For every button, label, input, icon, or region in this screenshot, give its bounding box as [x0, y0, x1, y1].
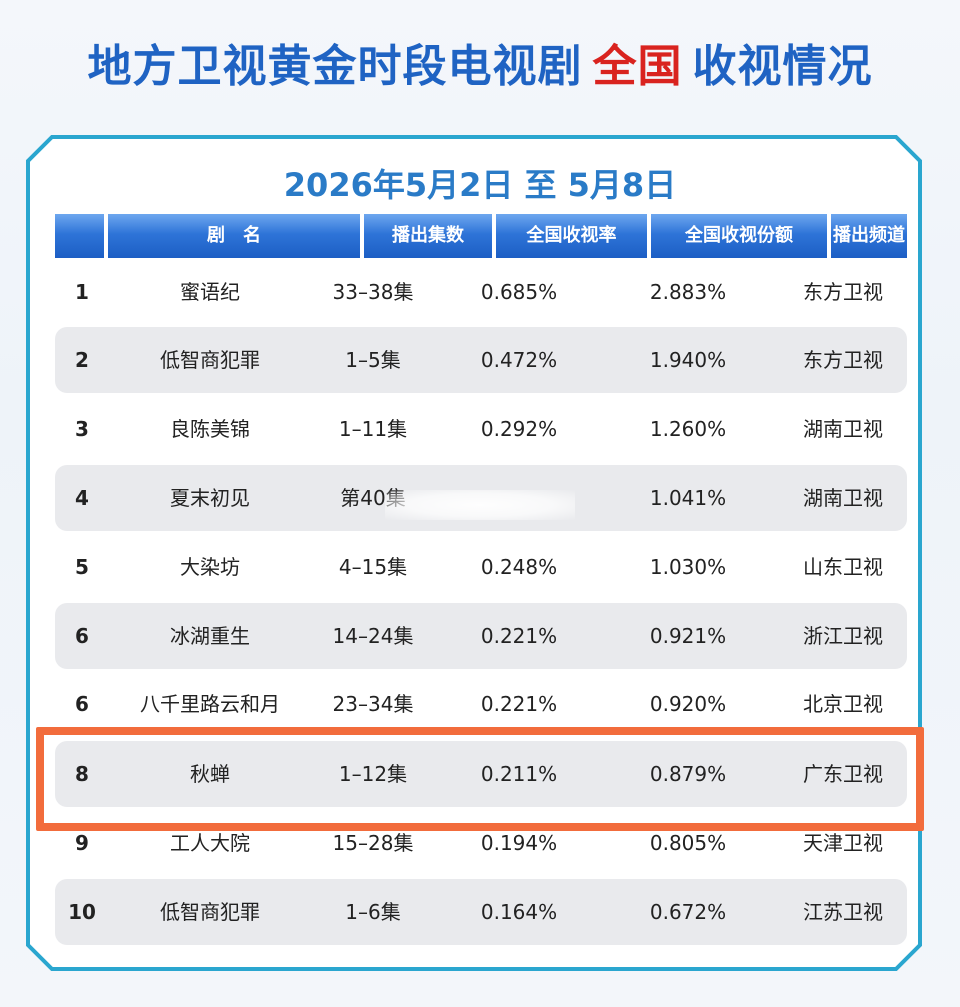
table-row: 9 工人大院 15–28集 0.194% 0.805% 天津卫视 — [55, 810, 907, 876]
cell-share: 0.805% — [649, 831, 727, 855]
cell-share: 1.041% — [649, 486, 727, 510]
cell-share: 1.940% — [649, 348, 727, 372]
cell-rating: 0.292% — [480, 417, 558, 441]
cell-title: 蜜语纪 — [180, 280, 240, 304]
cell-rank: 5 — [75, 555, 89, 579]
cell-title: 八千里路云和月 — [140, 692, 280, 716]
cell-channel: 天津卫视 — [803, 831, 883, 855]
cell-channel: 浙江卫视 — [803, 624, 883, 648]
cell-channel: 东方卫视 — [803, 348, 883, 372]
cell-episodes: 14–24集 — [332, 624, 414, 648]
cell-title: 工人大院 — [170, 831, 250, 855]
cell-episodes: 15–28集 — [332, 831, 414, 855]
cell-share: 0.921% — [649, 624, 727, 648]
cell-share: 1.260% — [649, 417, 727, 441]
cell-share: 0.920% — [649, 692, 727, 716]
table-row: 5 大染坊 4–15集 0.248% 1.030% 山东卫视 — [55, 534, 907, 600]
table-row: 8 秋蝉 1–12集 0.211% 0.879% 广东卫视 — [55, 741, 907, 807]
cell-channel: 山东卫视 — [803, 555, 883, 579]
cell-rating: 0.194% — [480, 831, 558, 855]
table-row: 6 八千里路云和月 23–34集 0.221% 0.920% 北京卫视 — [55, 671, 907, 737]
cell-title: 低智商犯罪 — [160, 900, 260, 924]
header-rank — [55, 214, 104, 258]
cell-channel: 江苏卫视 — [803, 900, 883, 924]
cell-episodes: 1–12集 — [338, 762, 408, 786]
cell-rating: 0.221% — [480, 624, 558, 648]
cell-rating: 0.248% — [480, 555, 558, 579]
cell-episodes: 1–11集 — [338, 417, 408, 441]
cell-rank: 10 — [68, 900, 96, 924]
table-row: 1 蜜语纪 33–38集 0.685% 2.883% 东方卫视 — [55, 259, 907, 325]
cell-rating: 0.221% — [480, 692, 558, 716]
table-header: 剧 名 播出集数 全国收视率 全国收视份额 播出频道 — [55, 214, 907, 258]
headline-part-3: 收视情况 — [692, 41, 873, 92]
header-episodes: 播出集数 — [364, 214, 492, 258]
headline-accent: 全国 — [592, 41, 683, 92]
cell-rank: 9 — [75, 831, 89, 855]
table-row: 10 低智商犯罪 1–6集 0.164% 0.672% 江苏卫视 — [55, 879, 907, 945]
cell-title: 夏末初见 — [170, 486, 250, 510]
cell-channel: 东方卫视 — [803, 280, 883, 304]
cell-rank: 3 — [75, 417, 89, 441]
obscured-area — [385, 490, 575, 520]
cell-share: 2.883% — [649, 280, 727, 304]
header-rating: 全国收视率 — [496, 214, 647, 258]
cell-rank: 4 — [75, 486, 89, 510]
cell-channel: 北京卫视 — [803, 692, 883, 716]
cell-episodes: 33–38集 — [332, 280, 414, 304]
headline-part-1: 地方卫视黄金时段电视剧 — [87, 41, 583, 92]
cell-share: 1.030% — [649, 555, 727, 579]
page-headline: 地方卫视黄金时段电视剧 全国 收视情况 — [0, 30, 960, 94]
cell-rank: 8 — [75, 762, 89, 786]
cell-rank: 6 — [75, 692, 89, 716]
cell-episodes: 23–34集 — [332, 692, 414, 716]
cell-rating: 0.164% — [480, 900, 558, 924]
cell-rank: 6 — [75, 624, 89, 648]
cell-share: 0.879% — [649, 762, 727, 786]
cell-channel: 湖南卫视 — [803, 486, 883, 510]
cell-rank: 2 — [75, 348, 89, 372]
table-row: 6 冰湖重生 14–24集 0.221% 0.921% 浙江卫视 — [55, 603, 907, 669]
cell-rating: 0.685% — [480, 280, 558, 304]
table-row: 2 低智商犯罪 1–5集 0.472% 1.940% 东方卫视 — [55, 327, 907, 393]
cell-title: 大染坊 — [180, 555, 240, 579]
header-title: 剧 名 — [108, 214, 360, 258]
cell-rank: 1 — [75, 280, 89, 304]
cell-title: 秋蝉 — [190, 762, 230, 786]
cell-channel: 湖南卫视 — [803, 417, 883, 441]
date-range-subtitle: 2026年5月2日 至 5月8日 — [283, 166, 677, 204]
header-channel: 播出频道 — [831, 214, 907, 258]
cell-title: 冰湖重生 — [170, 624, 250, 648]
cell-episodes: 1–6集 — [345, 900, 401, 924]
cell-channel: 广东卫视 — [803, 762, 883, 786]
cell-title: 低智商犯罪 — [160, 348, 260, 372]
table-row: 3 良陈美锦 1–11集 0.292% 1.260% 湖南卫视 — [55, 396, 907, 462]
header-share: 全国收视份额 — [651, 214, 827, 258]
cell-rating: 0.211% — [480, 762, 558, 786]
cell-episodes: 4–15集 — [338, 555, 408, 579]
cell-share: 0.672% — [649, 900, 727, 924]
highlight-box — [36, 727, 924, 831]
cell-rating: 0.472% — [480, 348, 558, 372]
cell-title: 良陈美锦 — [170, 417, 250, 441]
cell-episodes: 1–5集 — [345, 348, 401, 372]
